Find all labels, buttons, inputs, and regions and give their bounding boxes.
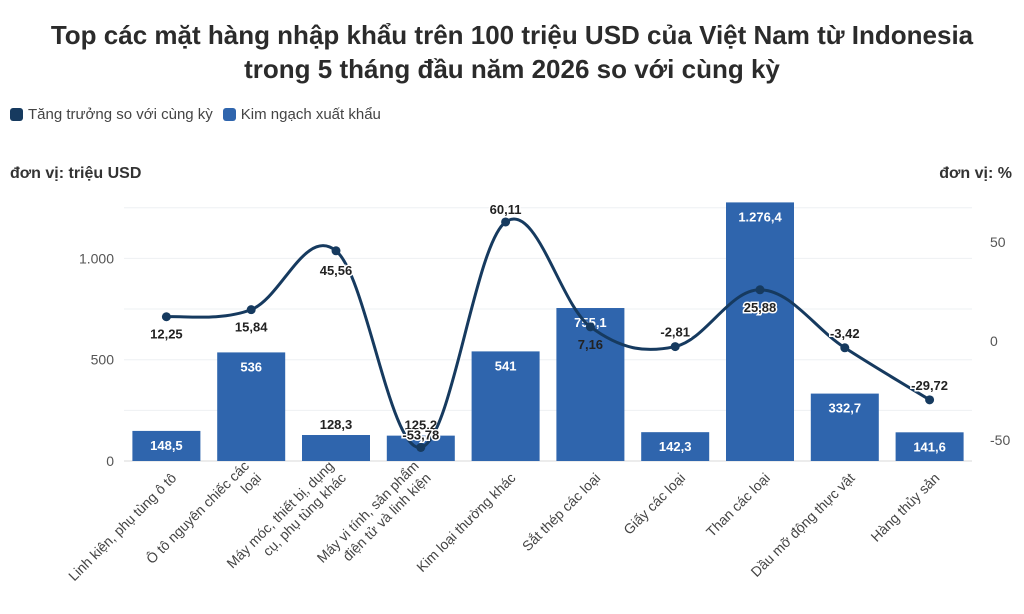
line-point	[246, 305, 256, 315]
chart-title-line2: trong 5 tháng đầu năm 2026 so với cùng k…	[244, 54, 780, 84]
bar-value-label: 141,6	[913, 439, 946, 454]
left-tick-label: 500	[91, 352, 115, 368]
bar-value-label: 148,5	[150, 438, 183, 453]
line-value-label: -2,81	[660, 325, 690, 340]
line-series	[161, 217, 935, 452]
legend-item-value[interactable]: Kim ngạch xuất khẩu	[222, 106, 381, 123]
bar	[895, 432, 964, 461]
line-point	[331, 246, 341, 256]
bar	[810, 393, 879, 461]
line-point	[501, 217, 511, 227]
bar	[302, 435, 370, 461]
chart-title: Top các mặt hàng nhập khẩu trên 100 triệ…	[0, 18, 1024, 86]
chart-title-line1: Top các mặt hàng nhập khẩu trên 100 triệ…	[50, 20, 974, 50]
bar	[132, 430, 201, 461]
bar	[471, 351, 540, 461]
x-axis-label-line: Linh kiện, phụ tùng ô tô	[65, 469, 179, 583]
legend-swatch-growth	[10, 108, 23, 121]
bar-value-label: 1.276,4	[738, 209, 782, 224]
line-point	[925, 395, 935, 405]
line-value-label: 7,16	[578, 337, 603, 352]
legend-label-value: Kim ngạch xuất khẩu	[240, 106, 381, 123]
x-axis-label-line: Giấy các loại	[620, 470, 688, 538]
x-axis-label: Linh kiện, phụ tùng ô tô	[65, 469, 179, 583]
bar	[726, 202, 794, 461]
line-value-labels: 12,25 15,84 45,56 -53,78 60,11 7,16 -2,81 25,88…	[149, 200, 950, 444]
right-axis-unit: đơn vị: %	[939, 165, 1012, 182]
legend-label-growth: Tăng trưởng so với cùng kỳ	[28, 106, 213, 123]
bar-value-label: 536	[240, 359, 262, 374]
line-value-label: 60,11	[490, 202, 522, 217]
bar	[217, 352, 286, 461]
right-tick-label: 0	[990, 333, 998, 349]
bar-value-label: 125,2	[405, 418, 438, 433]
x-axis-label-line: Hàng thủy sản	[867, 470, 942, 545]
bar-series	[132, 202, 964, 461]
line-point	[161, 312, 171, 322]
bar	[556, 308, 625, 461]
line-value-label: 45,56	[320, 263, 353, 278]
legend-swatch-value	[222, 108, 236, 121]
x-axis-label: Than các loại	[703, 470, 773, 540]
bar-value-label: 142,3	[659, 439, 692, 454]
x-axis-labels: Linh kiện, phụ tùng ô tôÔ tô nguyên chiế…	[65, 458, 942, 584]
x-axis-label: Hàng thủy sản	[867, 470, 942, 545]
line-value-label: 12,25	[150, 327, 183, 342]
line-point	[670, 342, 680, 352]
left-tick-label: 0	[106, 453, 114, 469]
right-tick-label: 50	[990, 234, 1006, 250]
x-axis-label-line: Sắt thép các loại	[519, 470, 604, 555]
x-axis-label: Giấy các loại	[620, 470, 688, 538]
x-axis-label-line: Than các loại	[703, 470, 773, 540]
line-value-label: -53,78	[402, 427, 439, 442]
axis-ticks: 0 500 1.000 -50 0 50	[79, 234, 1010, 469]
line-point	[840, 343, 850, 353]
line-point	[416, 442, 426, 452]
line-value-label: 15,84	[235, 320, 268, 335]
left-axis-unit: đơn vị: triệu USD	[10, 165, 142, 182]
bar	[641, 432, 710, 461]
line-value-label: -3,42	[830, 326, 860, 341]
line-point	[755, 285, 765, 295]
right-tick-label: -50	[990, 432, 1010, 448]
x-axis-label: Sắt thép các loại	[519, 470, 604, 555]
left-tick-label: 1.000	[79, 250, 114, 266]
bar-value-label: 332,7	[829, 401, 862, 416]
line-point	[585, 322, 595, 332]
line-value-label: -29,72	[911, 378, 948, 393]
bar-value-label: 541	[495, 358, 517, 373]
chart-legend: Tăng trưởng so với cùng kỳ Kim ngạch xuấ…	[10, 106, 391, 123]
line-value-label: 25,88	[744, 300, 777, 315]
bar-value-label: 128,3	[320, 417, 353, 432]
legend-item-growth[interactable]: Tăng trưởng so với cùng kỳ	[10, 106, 213, 123]
